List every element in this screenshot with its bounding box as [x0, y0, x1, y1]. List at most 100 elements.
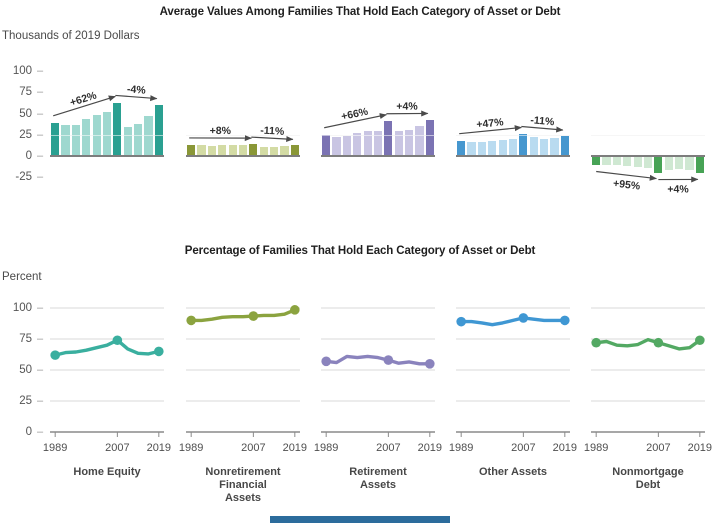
- avg-gridline-25-overlay: [591, 134, 705, 136]
- bar-2016: [685, 156, 694, 170]
- bar-2013: [270, 147, 279, 156]
- bar-2010: [529, 137, 538, 156]
- bar-2013: [675, 156, 684, 170]
- bar-1998: [623, 156, 632, 167]
- point-1989: [50, 350, 60, 360]
- pct-chart-other-assets: [456, 307, 570, 437]
- avg-chart-home-equity: [50, 60, 164, 200]
- year-label-2007: 2007: [376, 442, 401, 454]
- bar-1989: [51, 122, 60, 156]
- avg-gridline-25-overlay: [50, 134, 164, 136]
- pct-chart-retirement-assets: [321, 307, 435, 437]
- year-label-2019: 2019: [417, 442, 443, 454]
- bottom-partial-strip: [270, 516, 450, 523]
- bar-1989: [592, 156, 601, 165]
- avg-zero-axis: [591, 155, 705, 157]
- year-label-2007: 2007: [646, 442, 671, 454]
- bar-1992: [61, 124, 70, 156]
- bar-2010: [259, 147, 268, 156]
- year-label-1989: 1989: [313, 442, 339, 454]
- bar-1995: [477, 141, 486, 156]
- avg-chart-nonmortgage-debt: [591, 60, 705, 200]
- bar-2007: [113, 102, 122, 156]
- bar-2019: [695, 156, 704, 174]
- pct-axis-tick-label: 50: [19, 364, 32, 376]
- bar-1995: [207, 145, 216, 156]
- year-label-1989: 1989: [583, 442, 609, 454]
- bar-2001: [228, 145, 237, 156]
- bar-1992: [467, 142, 476, 156]
- bar-1995: [342, 135, 351, 156]
- bar-1989: [457, 140, 466, 156]
- category-label-nonmortgage-debt: Nonmortgage Debt: [612, 466, 684, 491]
- pct-axis-tick-label: 100: [12, 302, 32, 314]
- bar-2016: [415, 126, 424, 157]
- pct-chart-home-equity: [50, 307, 164, 437]
- bar-2013: [540, 138, 549, 156]
- avg-axis-tick-label: 50: [19, 107, 32, 120]
- avg-chart-other-assets: [456, 60, 570, 200]
- point-1989: [186, 315, 196, 326]
- avg-axis-tick-label: 0: [25, 150, 32, 162]
- avg-axis-tick-mark: –: [37, 128, 44, 141]
- avg-axis-tick-label: -25: [15, 171, 32, 184]
- pct-axis-tick-label: 75: [19, 333, 32, 345]
- bar-2019: [425, 119, 434, 156]
- pct-panel-title: Percentage of Families That Hold Each Ca…: [184, 245, 536, 257]
- point-2007: [653, 337, 664, 348]
- bar-2001: [633, 156, 642, 167]
- avg-zero-axis: [456, 155, 570, 157]
- point-1989: [321, 356, 331, 367]
- point-2019: [290, 305, 300, 315]
- bar-2010: [664, 156, 673, 171]
- avg-gridline-25-overlay: [321, 134, 435, 136]
- year-label-2007: 2007: [511, 442, 536, 454]
- bar-2019: [560, 136, 569, 156]
- avg-chart-retirement-assets: [321, 60, 435, 200]
- trend-line: [324, 354, 432, 366]
- pct-axis-tick-mark: –: [37, 364, 44, 376]
- point-1989: [591, 337, 601, 348]
- point-1989: [456, 316, 466, 327]
- bar-2019: [290, 145, 299, 156]
- year-label-2019: 2019: [552, 442, 578, 454]
- bar-1992: [602, 156, 611, 165]
- pct-chart-nonmortgage-debt: [591, 307, 705, 437]
- avg-panel-title: Average Values Among Families That Hold …: [159, 6, 561, 18]
- category-label-nonretirement-financial-assets: Nonretirement Financial Assets: [205, 466, 281, 504]
- pct-axis-tick-mark: –: [37, 395, 44, 407]
- avg-axis-tick-label: 100: [12, 65, 32, 77]
- avg-axis-tick-label: 25: [19, 128, 32, 141]
- category-label-other-assets: Other Assets: [478, 466, 548, 478]
- bar-1998: [82, 118, 91, 156]
- trend-line: [594, 337, 702, 351]
- avg-axis-tick-mark: –: [37, 86, 44, 99]
- point-2019: [425, 359, 435, 369]
- point-2019: [560, 315, 570, 326]
- bar-2004: [238, 144, 248, 156]
- bar-1995: [612, 156, 621, 166]
- year-label-2019: 2019: [282, 442, 308, 454]
- bar-1989: [187, 145, 196, 156]
- year-label-1989: 1989: [448, 442, 474, 454]
- bar-2001: [363, 131, 372, 156]
- bar-2016: [550, 138, 559, 156]
- bar-1992: [332, 137, 341, 156]
- bar-2007: [384, 120, 393, 156]
- avg-axis-tick-mark: –: [37, 150, 44, 162]
- bar-2010: [123, 127, 132, 156]
- bar-2010: [394, 130, 403, 156]
- bar-2004: [643, 156, 653, 169]
- bar-2004: [102, 111, 112, 156]
- bar-2007: [654, 156, 663, 173]
- avg-chart-nonretirement-financial-assets: [186, 60, 300, 200]
- year-label-1989: 1989: [42, 442, 68, 454]
- bar-2013: [134, 123, 143, 156]
- avg-axis-unit-label: Thousands of 2019 Dollars: [2, 30, 140, 42]
- avg-zero-axis: [186, 155, 300, 157]
- year-label-1989: 1989: [178, 442, 204, 454]
- avg-gridline-25-overlay: [456, 134, 570, 136]
- category-label-retirement-assets: Retirement Assets: [349, 466, 407, 491]
- year-label-2007: 2007: [241, 442, 266, 454]
